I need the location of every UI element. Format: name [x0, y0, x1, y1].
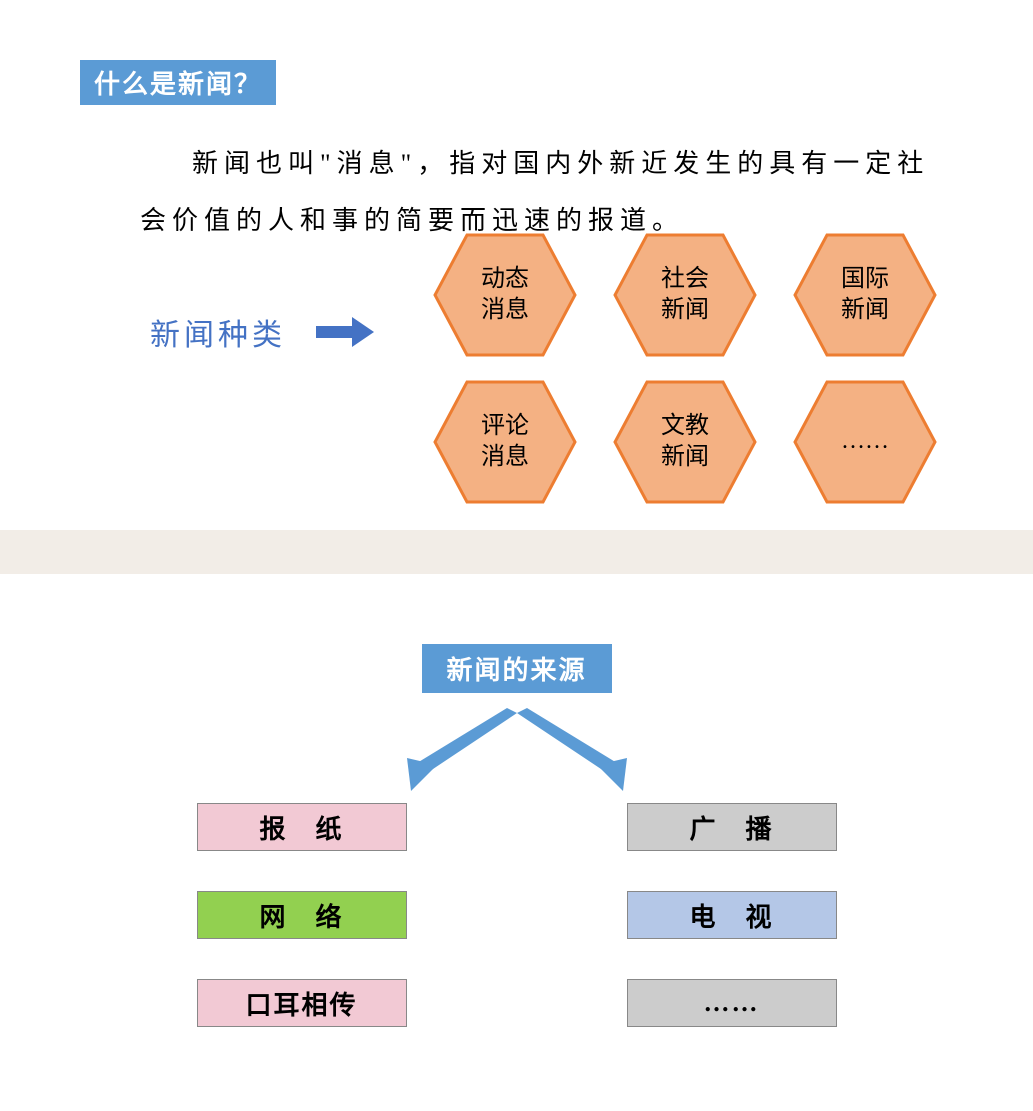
hexagon-label: 社会 新闻	[661, 264, 709, 326]
source-label: 广 播	[689, 809, 773, 846]
hexagon-label: 文教 新闻	[661, 411, 709, 473]
section1-title: 什么是新闻？	[80, 60, 276, 105]
hexagon-node: 评论 消息	[430, 377, 580, 507]
hexagon-node: 国际 新闻	[790, 230, 940, 360]
hexagon-node: 文教 新闻	[610, 377, 760, 507]
hexagon-label: 评论 消息	[481, 411, 529, 473]
section-news-sources: 新闻的来源 报 纸 广 播网 络 电 视口耳相传 ……	[0, 574, 1033, 1111]
source-label: 报 纸	[259, 809, 343, 846]
hexagon-label: ……	[841, 426, 889, 457]
source-label: 电 视	[689, 897, 773, 934]
arrow-right-icon	[316, 317, 376, 347]
section-what-is-news: 什么是新闻？ 新闻也叫"消息"，指对国内外新近发生的具有一定社会价值的人和事的简…	[0, 0, 1033, 530]
source-label: 网 络	[259, 897, 343, 934]
hexagon-node: ……	[790, 377, 940, 507]
news-types-label: 新闻种类	[150, 310, 286, 354]
hexagon-node: 动态 消息	[430, 230, 580, 360]
source-label: 口耳相传	[245, 985, 357, 1022]
branch-arrows-icon	[0, 703, 1033, 793]
hexagon-label: 国际 新闻	[841, 264, 889, 326]
hexagon-label: 动态 消息	[481, 264, 529, 326]
news-types-hexagons: 动态 消息 社会 新闻 国际 新闻评论 消息 文教 新闻 ……	[430, 230, 950, 512]
section-divider	[0, 530, 1033, 574]
source-box: 报 纸	[197, 803, 407, 851]
source-box: 网 络	[197, 891, 407, 939]
source-label: ……	[704, 988, 760, 1018]
source-box: ……	[627, 979, 837, 1027]
section2-title: 新闻的来源	[422, 644, 612, 693]
hexagon-node: 社会 新闻	[610, 230, 760, 360]
source-box: 广 播	[627, 803, 837, 851]
source-box: 电 视	[627, 891, 837, 939]
news-types-row: 新闻种类	[80, 310, 376, 354]
source-box: 口耳相传	[197, 979, 407, 1027]
news-sources-grid: 报 纸 广 播网 络 电 视口耳相传 ……	[0, 803, 1033, 1027]
